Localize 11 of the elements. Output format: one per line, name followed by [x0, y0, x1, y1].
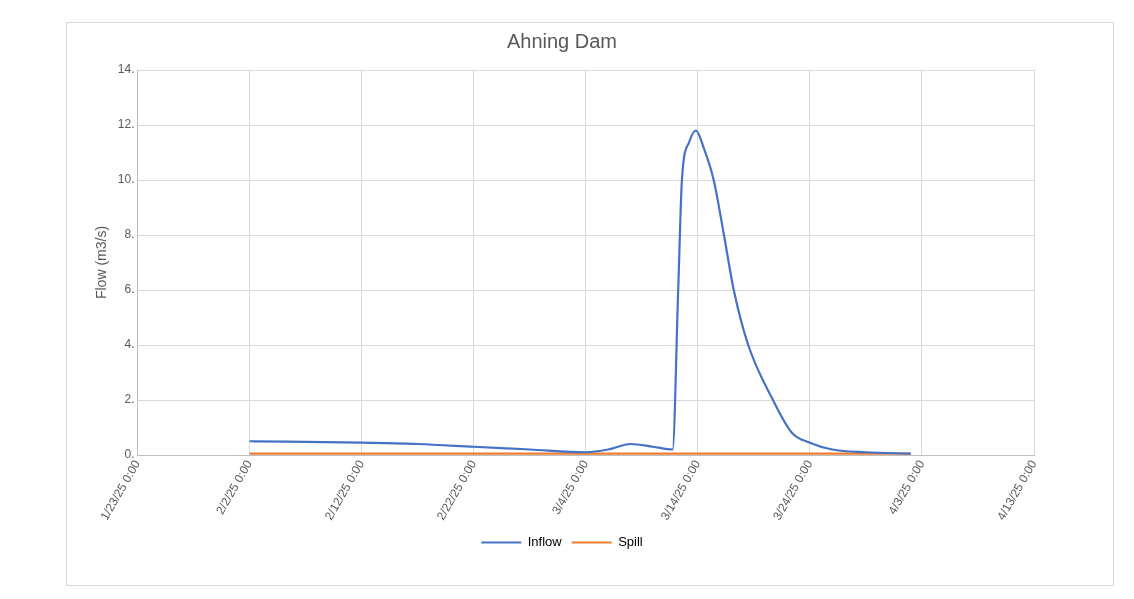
y-tick-label: 6. — [124, 282, 135, 297]
legend-label: Spill — [618, 534, 643, 550]
y-tick-label: 14. — [117, 62, 135, 77]
y-tick-label: 8. — [124, 227, 135, 242]
y-tick-label: 12. — [117, 117, 135, 132]
legend-label: Inflow — [527, 534, 563, 550]
y-tick-label: 10. — [117, 172, 135, 187]
y-axis-title: Flow (m3/s) — [93, 225, 110, 300]
y-tick-label: 4. — [124, 337, 135, 352]
y-tick-label: 2. — [124, 392, 135, 407]
chart-title: Ahning Dam — [506, 29, 618, 52]
